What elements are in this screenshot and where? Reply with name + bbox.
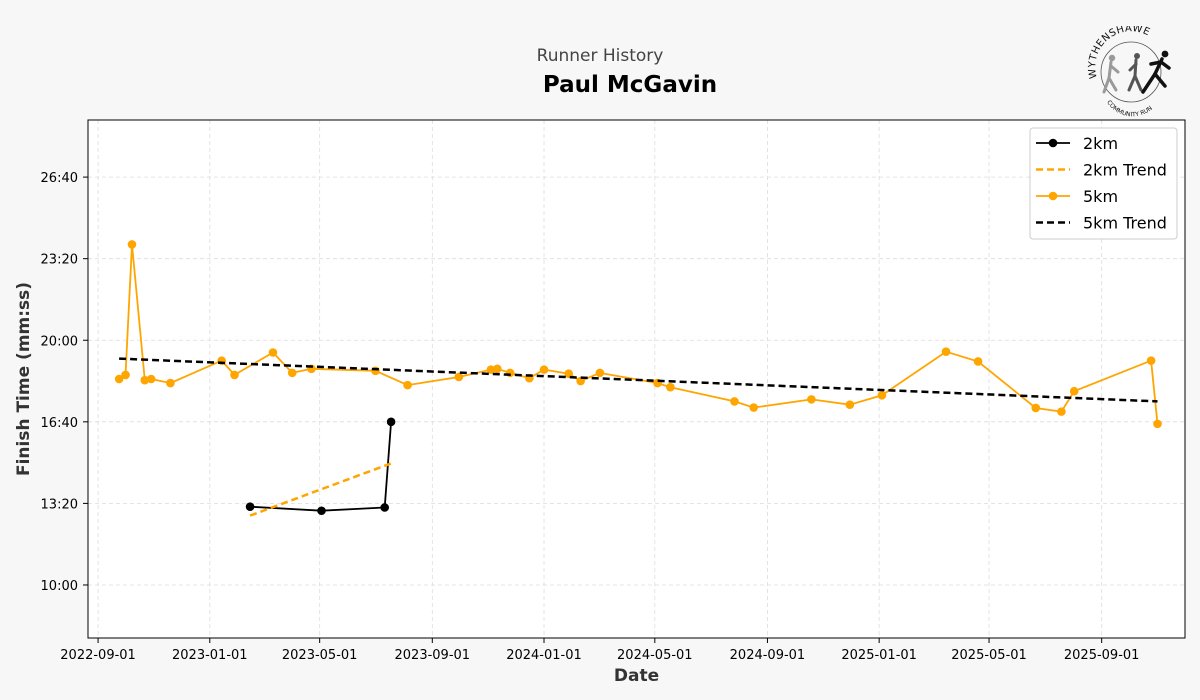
data-point [166, 378, 175, 388]
x-tick-label: 2023-05-01 [282, 648, 358, 663]
series-5km-trend [119, 357, 1158, 403]
data-point [845, 400, 855, 409]
data-point [1153, 419, 1162, 429]
data-point [454, 372, 464, 382]
legend-label: 5km Trend [1083, 214, 1167, 233]
trend-line [249, 462, 392, 517]
data-point [146, 374, 156, 384]
data-point [1146, 356, 1156, 365]
legend-label: 2km Trend [1083, 161, 1167, 180]
data-point [386, 417, 396, 427]
data-point [1057, 407, 1066, 416]
y-tick-label: 10:00 [41, 579, 78, 594]
runner-logo-icon: WYTHENSHAWE COMMUNITY RUN [1087, 26, 1171, 118]
chart-subtitle: Runner History [536, 46, 664, 66]
data-point [539, 365, 549, 374]
x-tick-label: 2022-09-01 [60, 648, 136, 663]
plot-frame [87, 119, 1186, 639]
chart-title: Paul McGavin [542, 72, 718, 98]
data-point [380, 503, 389, 512]
data-point [317, 506, 326, 516]
data-point [287, 368, 297, 378]
x-tick-label: 2024-09-01 [730, 648, 806, 663]
x-tick-label: 2023-01-01 [172, 648, 248, 663]
data-point [230, 370, 239, 380]
data-point [666, 382, 675, 392]
y-tick-label: 26:40 [41, 171, 78, 186]
y-tick-label: 16:40 [41, 416, 78, 431]
data-point [114, 374, 124, 384]
data-point [493, 364, 502, 374]
axes: 2022-09-01 2023-01-01 2023-05-01 2023-09-01… [41, 171, 1140, 663]
legend-swatch-marker [1048, 138, 1058, 148]
y-axis-label: Finish Time (mm:ss) [14, 282, 34, 476]
data-point [730, 397, 739, 406]
legend-swatch-marker [1048, 191, 1058, 201]
y-tick-label: 20:00 [41, 334, 78, 349]
data-point [127, 240, 137, 249]
x-tick-label: 2024-05-01 [617, 648, 693, 663]
x-tick-label: 2024-01-01 [506, 648, 582, 663]
data-point [140, 375, 150, 385]
data-point [1069, 386, 1079, 396]
x-tick-label: 2025-01-01 [841, 648, 917, 663]
y-tick-label: 13:20 [41, 497, 78, 512]
trend-line [119, 357, 1158, 403]
data-point [595, 368, 605, 378]
data-point [486, 365, 496, 374]
data-point [807, 395, 816, 404]
legend: 2km 2km Trend 5km 5km Trend [1029, 127, 1178, 240]
y-tick-label: 23:20 [41, 253, 78, 268]
legend-box [1029, 127, 1178, 240]
series-2km-trend [249, 462, 392, 517]
x-axis-label: Date [614, 666, 659, 686]
data-point [941, 347, 951, 356]
legend-label: 2km [1083, 134, 1118, 153]
data-point [973, 357, 983, 366]
x-tick-label: 2023-09-01 [395, 648, 471, 663]
x-tick-label: 2025-09-01 [1064, 648, 1140, 663]
legend-label: 5km [1083, 187, 1118, 206]
series-line [118, 244, 1159, 424]
x-tick-label: 2025-05-01 [951, 648, 1027, 663]
data-point [121, 370, 130, 380]
data-point [1031, 403, 1041, 413]
series-5km [114, 240, 1162, 429]
data-point [268, 348, 278, 357]
data-point [564, 369, 574, 378]
data-point [245, 502, 255, 511]
series-layer [114, 240, 1162, 517]
data-point [877, 391, 887, 400]
data-point [749, 403, 759, 412]
data-point [403, 380, 412, 390]
